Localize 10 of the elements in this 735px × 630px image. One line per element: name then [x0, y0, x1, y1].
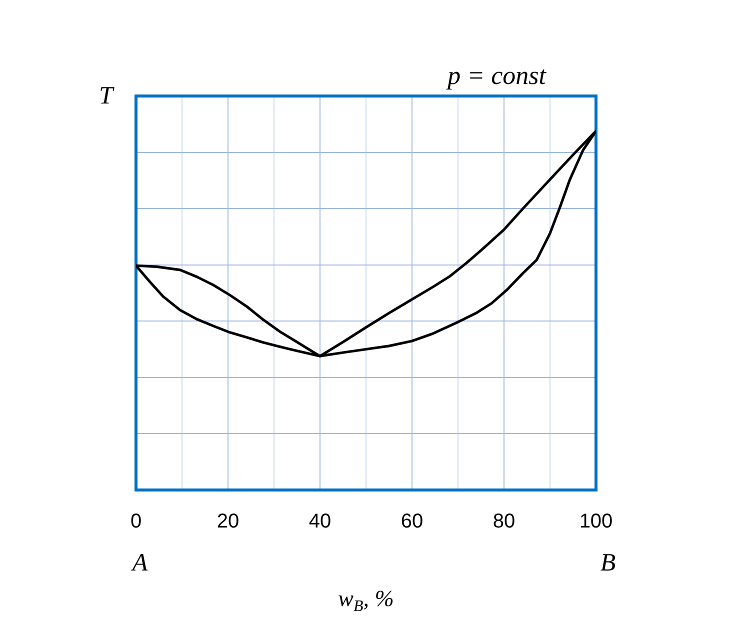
text: B: [600, 550, 616, 577]
x-tick-label: 40: [308, 510, 332, 533]
chart-title: p = const: [446, 60, 547, 90]
x-tick-label: 60: [400, 510, 424, 533]
x-tick-label: 80: [492, 510, 516, 533]
x-tick-label: 100: [579, 510, 613, 533]
x-tick-label: 20: [216, 510, 240, 533]
x-tick-label: 0: [130, 510, 142, 533]
text: A: [130, 550, 148, 577]
y-axis-title: T: [99, 82, 116, 110]
